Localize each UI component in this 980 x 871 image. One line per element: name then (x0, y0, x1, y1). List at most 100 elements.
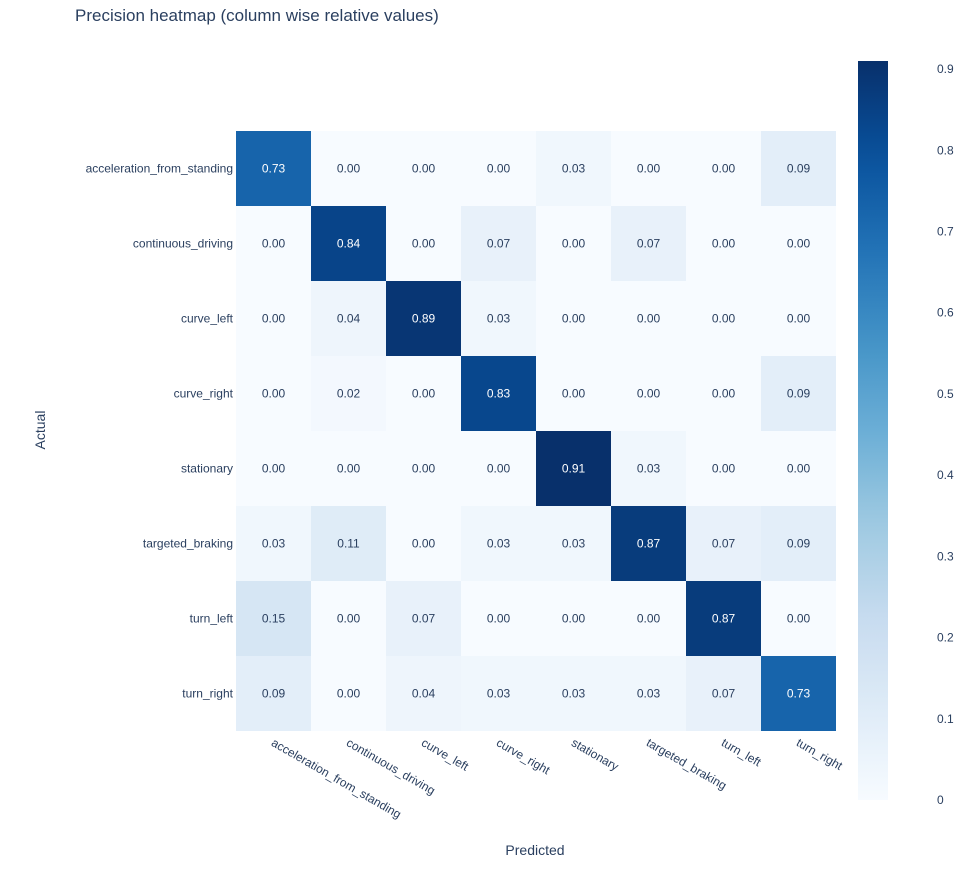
heatmap-cell (461, 656, 536, 731)
heatmap-cell (536, 281, 611, 356)
cell-value-label: 0.00 (787, 462, 811, 476)
heatmap-cell (536, 656, 611, 731)
chart-title: Precision heatmap (column wise relative … (75, 6, 439, 25)
cell-value-label: 0.00 (262, 387, 286, 401)
cell-value-label: 0.00 (412, 462, 436, 476)
cell-value-label: 0.03 (562, 537, 586, 551)
cell-value-label: 0.04 (337, 312, 361, 326)
heatmap-cell (686, 581, 761, 656)
y-tick-label: curve_right (174, 387, 234, 401)
cell-value-label: 0.00 (337, 612, 361, 626)
heatmap-cell (311, 506, 386, 581)
heatmap-cell (236, 431, 311, 506)
cell-value-label: 0.73 (787, 687, 811, 701)
colorbar-tick-label: 0.6 (937, 306, 954, 320)
cell-value-label: 0.00 (412, 537, 436, 551)
heatmap-cell (386, 431, 461, 506)
y-tick-label: turn_right (182, 687, 233, 701)
y-tick-label: stationary (181, 462, 233, 476)
cell-value-label: 0.00 (712, 387, 736, 401)
x-tick-labels: acceleration_from_standingcontinuous_dri… (269, 735, 845, 821)
cell-value-label: 0.00 (337, 687, 361, 701)
heatmap-cell (761, 656, 836, 731)
heatmap-cell (311, 206, 386, 281)
cell-value-label: 0.00 (712, 237, 736, 251)
cell-value-label: 0.00 (412, 237, 436, 251)
x-tick-label: curve_right (494, 735, 553, 777)
heatmap-cell (236, 281, 311, 356)
heatmap-cell (311, 356, 386, 431)
heatmap-cell (236, 581, 311, 656)
heatmap-cell (536, 131, 611, 206)
heatmap-cell (611, 581, 686, 656)
heatmap-cell (461, 281, 536, 356)
colorbar-tick-label: 0 (937, 793, 944, 807)
cell-value-label: 0.00 (412, 387, 436, 401)
cell-value-label: 0.00 (412, 162, 436, 176)
cell-value-label: 0.09 (787, 537, 811, 551)
heatmap-cell (686, 656, 761, 731)
x-axis-title: Predicted (505, 842, 564, 858)
cell-value-label: 0.00 (712, 162, 736, 176)
y-tick-labels: acceleration_from_standing continuous_dri… (86, 162, 234, 701)
heatmap-cell (611, 131, 686, 206)
cell-value-label: 0.07 (487, 237, 511, 251)
cell-value-label: 0.07 (637, 237, 661, 251)
heatmap-cell (311, 131, 386, 206)
colorbar-tick-label: 0.7 (937, 225, 954, 239)
cell-value-label: 0.03 (487, 687, 511, 701)
cell-value-label: 0.87 (712, 612, 736, 626)
x-tick-label: stationary (569, 735, 621, 773)
heatmap-cell (386, 506, 461, 581)
heatmap-cell (386, 131, 461, 206)
cell-value-label: 0.03 (562, 162, 586, 176)
cell-value-label: 0.00 (787, 237, 811, 251)
cell-value-label: 0.09 (787, 387, 811, 401)
heatmap-cell (461, 356, 536, 431)
heatmap-cell (611, 356, 686, 431)
colorbar (858, 61, 888, 800)
cell-value-label: 0.00 (637, 612, 661, 626)
heatmap-cell (236, 356, 311, 431)
cell-value-label: 0.02 (337, 387, 361, 401)
colorbar-tick-label: 0.9 (937, 62, 954, 76)
heatmap-cell (686, 206, 761, 281)
heatmap-cell (686, 431, 761, 506)
cell-value-label: 0.91 (562, 462, 586, 476)
heatmap-cell (386, 356, 461, 431)
x-tick-label: turn_right (794, 735, 845, 773)
cell-value-label: 0.00 (637, 312, 661, 326)
cell-value-label: 0.00 (262, 237, 286, 251)
y-tick-label: turn_left (190, 612, 234, 626)
cell-value-label: 0.07 (712, 687, 736, 701)
cell-value-label: 0.00 (487, 162, 511, 176)
cell-value-label: 0.00 (337, 162, 361, 176)
cell-value-label: 0.00 (562, 312, 586, 326)
cell-value-label: 0.04 (412, 687, 436, 701)
heatmap-cell (236, 656, 311, 731)
cell-value-label: 0.03 (637, 687, 661, 701)
heatmap-cell (761, 581, 836, 656)
cell-value-label: 0.00 (337, 462, 361, 476)
heatmap-cell (611, 281, 686, 356)
cell-value-label: 0.00 (637, 162, 661, 176)
colorbar-tick-label: 0.8 (937, 143, 954, 157)
cell-value-label: 0.00 (262, 462, 286, 476)
cell-value-label: 0.00 (487, 612, 511, 626)
cell-value-label: 0.84 (337, 237, 361, 251)
y-tick-label: curve_left (181, 312, 234, 326)
heatmap-cell (311, 581, 386, 656)
heatmap-cell (536, 206, 611, 281)
heatmap-cell (611, 506, 686, 581)
heatmap-cell (611, 656, 686, 731)
cell-value-label: 0.07 (412, 612, 436, 626)
heatmap-cell (311, 656, 386, 731)
cell-value-label: 0.09 (787, 162, 811, 176)
heatmap-cell (686, 131, 761, 206)
cell-value-label: 0.00 (712, 462, 736, 476)
heatmap-cell (686, 281, 761, 356)
heatmap-cell (461, 131, 536, 206)
cell-value-label: 0.03 (562, 687, 586, 701)
x-tick-label: targeted_braking (644, 735, 729, 792)
x-tick-label: curve_left (419, 735, 472, 773)
